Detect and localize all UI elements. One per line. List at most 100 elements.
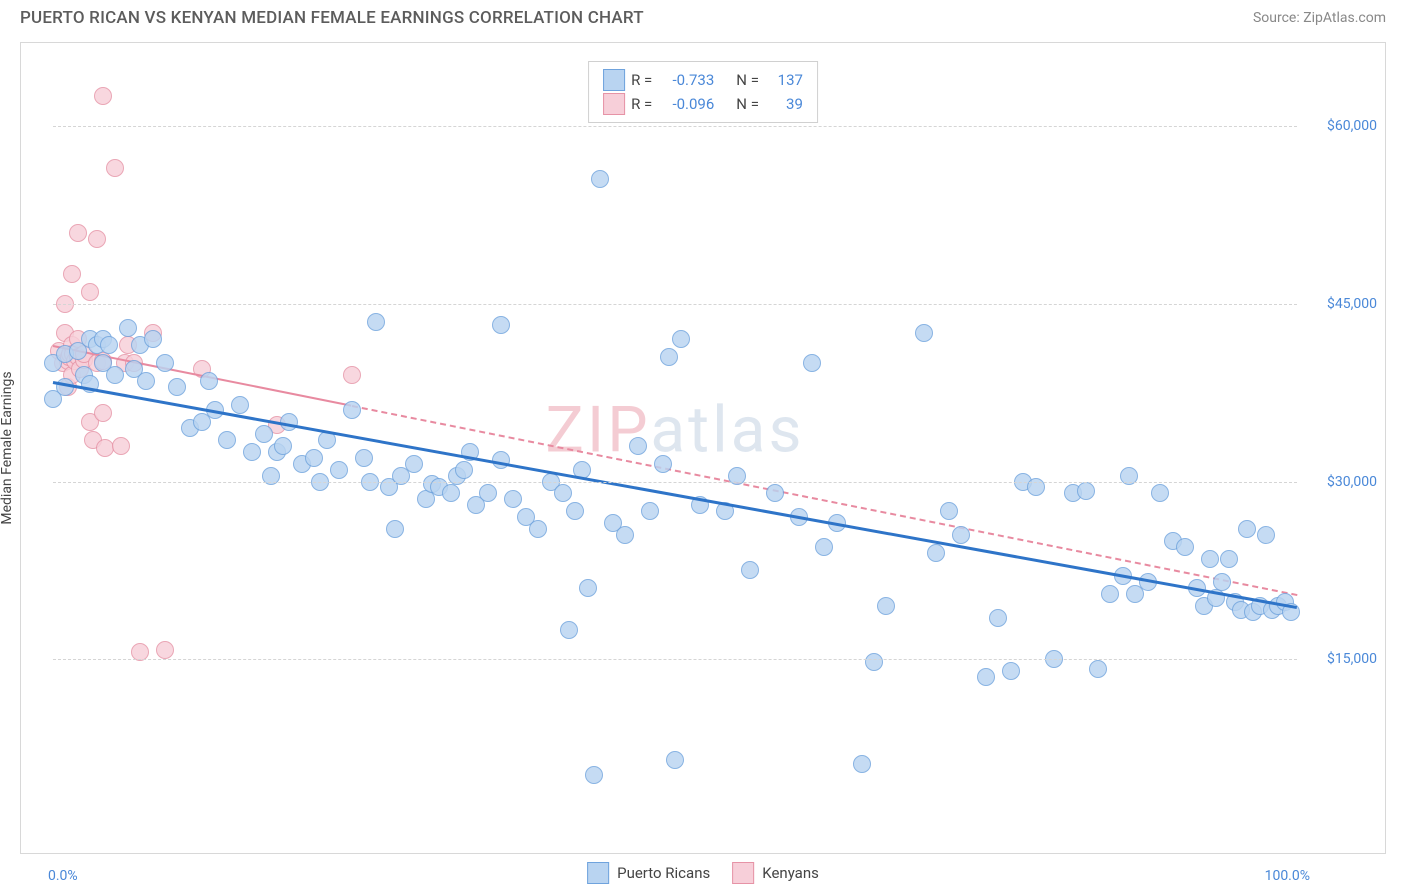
scatter-point [305, 449, 323, 467]
scatter-point [200, 372, 218, 390]
scatter-point [455, 461, 473, 479]
chart-title: PUERTO RICAN VS KENYAN MEDIAN FEMALE EAR… [20, 8, 644, 28]
scatter-point [231, 396, 249, 414]
scatter-point [865, 653, 883, 671]
scatter-point [585, 766, 603, 784]
scatter-point [504, 490, 522, 508]
scatter-point [479, 484, 497, 502]
scatter-point [69, 224, 87, 242]
scatter-point [641, 502, 659, 520]
scatter-point [915, 324, 933, 342]
legend-label: Kenyans [762, 864, 819, 882]
legend-swatch [603, 93, 625, 115]
scatter-point [927, 544, 945, 562]
scatter-point [442, 484, 460, 502]
scatter-point [853, 755, 871, 773]
scatter-point [119, 319, 137, 337]
legend-swatch [587, 862, 609, 884]
scatter-point [386, 520, 404, 538]
y-tick-label: $30,000 [1327, 474, 1377, 490]
watermark-hl: ZIP [546, 393, 651, 468]
scatter-point [616, 526, 634, 544]
scatter-point [989, 609, 1007, 627]
scatter-point [255, 425, 273, 443]
scatter-point [654, 455, 672, 473]
scatter-point [330, 461, 348, 479]
scatter-point [741, 561, 759, 579]
scatter-point [1101, 585, 1119, 603]
scatter-point [1220, 550, 1238, 568]
scatter-point [1213, 573, 1231, 591]
scatter-point [367, 313, 385, 331]
x-axis-min: 0.0% [48, 868, 78, 884]
scatter-point [529, 520, 547, 538]
scatter-point [88, 230, 106, 248]
scatter-point [156, 354, 174, 372]
scatter-point [137, 372, 155, 390]
scatter-point [243, 443, 261, 461]
scatter-point [168, 378, 186, 396]
scatter-point [94, 404, 112, 422]
scatter-point [96, 439, 114, 457]
scatter-point [106, 159, 124, 177]
legend-item: Puerto Ricans [587, 862, 710, 884]
scatter-point [803, 354, 821, 372]
watermark-rest: atlas [650, 393, 804, 468]
scatter-point [106, 366, 124, 384]
scatter-point [343, 366, 361, 384]
scatter-point [566, 502, 584, 520]
legend-item: Kenyans [732, 862, 819, 884]
scatter-point [81, 283, 99, 301]
n-label: N = [736, 95, 759, 113]
r-value: -0.096 [658, 95, 714, 113]
scatter-point [492, 316, 510, 334]
scatter-point [112, 437, 130, 455]
grid-line [53, 482, 1297, 483]
scatter-point [1257, 526, 1275, 544]
scatter-point [660, 348, 678, 366]
scatter-point [1151, 484, 1169, 502]
scatter-point [560, 621, 578, 639]
scatter-point [144, 330, 162, 348]
scatter-point [877, 597, 895, 615]
legend-row: R = -0.096 N = 39 [603, 92, 803, 116]
scatter-point [940, 502, 958, 520]
scatter-point [156, 641, 174, 659]
watermark: ZIPatlas [546, 393, 805, 468]
scatter-point [579, 579, 597, 597]
y-axis-label: Median Female Earnings [0, 371, 15, 524]
x-axis-max: 100.0% [1265, 868, 1310, 884]
series-legend: Puerto Ricans Kenyans [587, 862, 819, 884]
r-label: R = [631, 71, 652, 89]
scatter-point [1238, 520, 1256, 538]
y-tick-label: $60,000 [1327, 118, 1377, 134]
scatter-point [815, 538, 833, 556]
scatter-point [218, 431, 236, 449]
plot-area: ZIPatlas [53, 55, 1297, 837]
grid-line [53, 659, 1297, 660]
scatter-point [100, 336, 118, 354]
legend-swatch [732, 862, 754, 884]
trend-line [53, 381, 1298, 609]
scatter-point [94, 87, 112, 105]
r-label: R = [631, 95, 652, 113]
r-value: -0.733 [658, 71, 714, 89]
scatter-point [629, 437, 647, 455]
scatter-point [1089, 660, 1107, 678]
grid-line [53, 304, 1297, 305]
chart-frame: Median Female Earnings ZIPatlas R =-0.73… [20, 42, 1386, 854]
scatter-point [591, 170, 609, 188]
scatter-point [1077, 482, 1095, 500]
scatter-point [554, 484, 572, 502]
n-value: 39 [765, 95, 803, 113]
scatter-point [766, 484, 784, 502]
scatter-point [1201, 550, 1219, 568]
legend-label: Puerto Ricans [617, 864, 710, 882]
scatter-point [977, 668, 995, 686]
y-tick-label: $15,000 [1327, 651, 1377, 667]
source-attribution: Source: ZipAtlas.com [1253, 10, 1386, 26]
scatter-point [405, 455, 423, 473]
legend-swatch [603, 69, 625, 91]
scatter-point [355, 449, 373, 467]
grid-line [53, 126, 1297, 127]
